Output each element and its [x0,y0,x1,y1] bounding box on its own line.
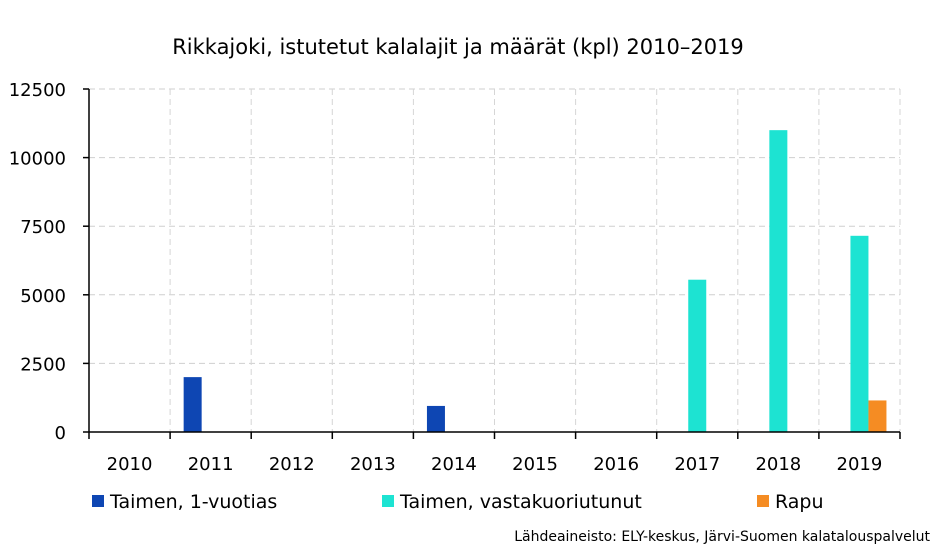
legend-swatch [382,495,394,507]
gridlines [89,88,901,432]
axes: 0 2500 5000 7500 10000 12500 2010 2011 2012 2013 2… [9,80,901,475]
legend: Taimen, 1-vuotias Taimen, vastakuoriutunu… [92,491,824,513]
y-tick-label: 5000 [20,286,66,307]
legend-label: Rapu [775,491,824,513]
y-tick-label: 2500 [20,354,66,375]
x-tick-label: 2014 [431,454,477,475]
legend-label: Taimen, 1-vuotias [109,491,277,513]
x-tick-label: 2018 [755,454,801,475]
bar-2018-series-2 [769,130,788,432]
bar-2019-series-3 [868,400,887,432]
source-note: Lähdeaineisto: ELY-keskus, Järvi-Suomen … [514,529,930,545]
bar-2014-series-1 [426,405,445,432]
legend-swatch [92,495,104,507]
chart-title: Rikkajoki, istutetut kalalajit ja määrät… [172,35,744,59]
legend-label: Taimen, vastakuoriutunut [399,491,642,513]
y-tick-label: 7500 [20,217,66,238]
y-tick-label: 12500 [9,80,66,101]
x-tick-label: 2016 [593,454,639,475]
bar-2019-series-2 [850,235,869,432]
legend-swatch [757,495,769,507]
x-tick-label: 2017 [674,454,720,475]
x-tick-label: 2013 [350,454,396,475]
x-tick-label: 2015 [512,454,558,475]
y-tick-label: 10000 [9,149,66,170]
bar-2011-series-1 [183,377,202,432]
bars [183,130,887,432]
x-tick-label: 2012 [269,454,315,475]
x-tick-label: 2010 [107,454,153,475]
x-tick-label: 2019 [837,454,883,475]
y-tick-label: 0 [55,423,66,444]
bar-2017-series-2 [688,279,707,432]
x-tick-label: 2011 [188,454,234,475]
